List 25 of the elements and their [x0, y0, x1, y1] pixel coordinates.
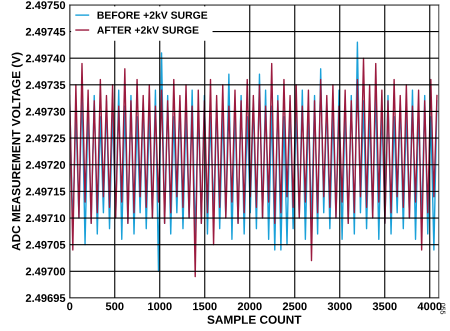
x-tick-label: 3000	[328, 302, 352, 310]
x-axis-title: SAMPLE COUNT	[207, 316, 302, 324]
x-tick-label: 4000	[418, 302, 442, 310]
x-tick-label: 1000	[148, 302, 172, 310]
y-tick-label: 2.49725	[26, 134, 66, 142]
legend-label: BEFORE +2kV SURGE	[98, 11, 208, 19]
y-tick-label: 2.49705	[26, 240, 66, 249]
y-tick-label: 2.49745	[26, 28, 66, 36]
x-tick-label: 0	[67, 302, 72, 310]
x-tick-label: 3500	[372, 302, 397, 310]
legend-label: AFTER +2kV SURGE	[97, 26, 199, 34]
y-tick-label: 2.49730	[26, 108, 66, 116]
y-tick-label: 2.49700	[26, 268, 66, 276]
y-tick-label: 2.49720	[26, 161, 66, 169]
y-tick-label: 2.49715	[26, 188, 66, 196]
y-tick-label: 2.49710	[26, 214, 66, 222]
y-axis-title: ADC MEASUREMENT VOLTAGE (V)	[12, 52, 23, 251]
y-tick-label: 2.49695	[26, 294, 66, 302]
x-tick-label: 500	[106, 302, 124, 310]
x-tick-label: 2500	[282, 302, 307, 310]
y-tick-label: 2.49735	[26, 81, 66, 90]
y-tick-label: 2.49740	[26, 54, 66, 62]
y-tick-label: 2.49750	[26, 1, 66, 10]
x-tick-label: 1500	[193, 302, 217, 310]
x-tick-label: 2000	[238, 302, 262, 310]
